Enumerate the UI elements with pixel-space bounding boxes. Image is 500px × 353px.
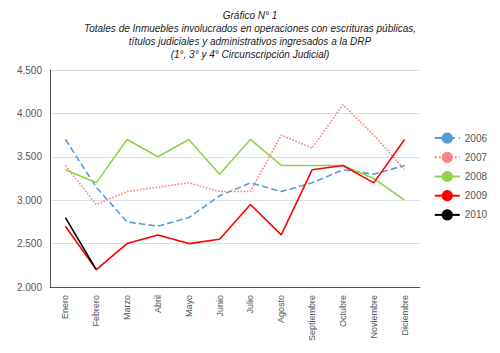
svg-text:2007: 2007: [465, 152, 488, 163]
svg-text:2.000: 2.000: [17, 282, 42, 293]
svg-text:Enero: Enero: [60, 295, 70, 319]
svg-text:Abril: Abril: [153, 295, 163, 313]
svg-text:2008: 2008: [465, 171, 488, 182]
svg-text:títulos judiciales y administr: títulos judiciales y administrativos ing…: [129, 36, 372, 47]
svg-text:Septiembre: Septiembre: [307, 295, 317, 341]
svg-text:Totales de Inmuebles involucra: Totales de Inmuebles involucrados en ope…: [84, 23, 416, 34]
svg-text:Noviembre: Noviembre: [369, 295, 379, 339]
svg-text:Diciembre: Diciembre: [400, 295, 410, 336]
svg-text:Marzo: Marzo: [122, 295, 132, 320]
svg-text:2006: 2006: [465, 133, 488, 144]
svg-text:Mayo: Mayo: [184, 295, 194, 317]
svg-text:Gráfico N° 1: Gráfico N° 1: [223, 10, 278, 21]
svg-text:3.500: 3.500: [17, 151, 42, 162]
svg-text:Junio: Junio: [215, 295, 225, 317]
svg-text:4.000: 4.000: [17, 108, 42, 119]
svg-text:(1°, 3° y 4° Circunscripción J: (1°, 3° y 4° Circunscripción Judicial): [171, 49, 330, 60]
svg-text:4.500: 4.500: [17, 65, 42, 76]
svg-text:2010: 2010: [465, 209, 488, 220]
svg-text:Febrero: Febrero: [91, 295, 101, 327]
svg-text:2.500: 2.500: [17, 238, 42, 249]
svg-text:Julio: Julio: [245, 295, 255, 314]
svg-text:Octubre: Octubre: [338, 295, 348, 327]
svg-text:Agosto: Agosto: [276, 295, 286, 323]
svg-text:3.000: 3.000: [17, 195, 42, 206]
svg-text:2009: 2009: [465, 190, 488, 201]
